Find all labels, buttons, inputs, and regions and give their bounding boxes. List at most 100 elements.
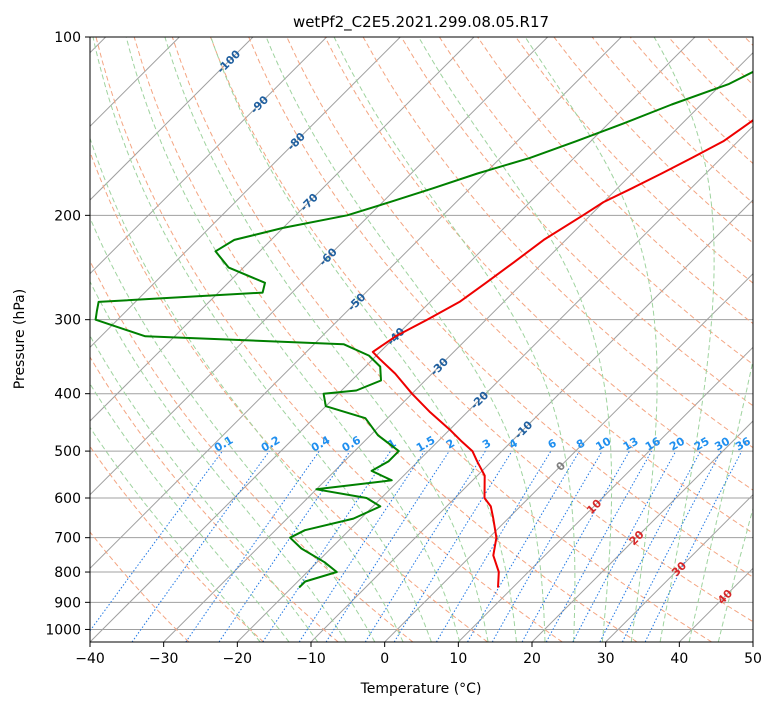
isotherm-line <box>678 567 753 642</box>
mixing-ratio-line <box>262 450 392 642</box>
dry-adiabat <box>668 37 753 125</box>
moist-adiabat <box>164 37 489 642</box>
dry-adiabat <box>591 37 753 204</box>
temperature-line <box>371 119 753 588</box>
mixing-ratio-line <box>131 450 270 642</box>
mixing-ratio-line <box>364 450 486 642</box>
dry-adiabat <box>90 259 414 642</box>
x-axis-label: Temperature (°C) <box>360 681 482 697</box>
moist-adiabat <box>90 280 347 642</box>
mixing-ratio-line <box>218 450 351 642</box>
y-tick-label: 500 <box>54 444 81 460</box>
mixing-ratio-line <box>572 450 677 642</box>
isotherm-line <box>310 199 753 642</box>
moist-adiabat <box>418 37 613 642</box>
isotherm-line <box>90 37 254 201</box>
dry-adiabat <box>515 37 753 284</box>
mixing-ratio-line <box>435 450 552 642</box>
moist-adiabat <box>688 358 753 642</box>
dry-adiabat <box>477 37 753 325</box>
moist-adiabat <box>717 506 753 642</box>
dry-adiabat <box>438 37 753 366</box>
y-tick-label: 800 <box>54 565 81 581</box>
isotherm-line <box>752 641 753 642</box>
dry-adiabat <box>248 37 753 578</box>
dry-adiabat <box>706 37 753 86</box>
x-tick-label: 40 <box>670 651 688 667</box>
isotherm-label: 10 <box>584 497 604 517</box>
isotherm-line <box>605 493 753 642</box>
mixing-ratio-line <box>90 450 223 632</box>
mixing-ratio-label: 2 <box>444 437 457 452</box>
plot-frame <box>89 36 754 643</box>
y-tick-label: 400 <box>54 387 81 403</box>
dry-adiabat <box>90 356 339 642</box>
isotherm-line <box>90 37 401 349</box>
isotherm-line <box>457 346 753 642</box>
mixing-ratio-line <box>599 450 701 642</box>
mixing-ratio-line <box>325 450 450 642</box>
moist-adiabat <box>524 37 658 642</box>
x-tick-label: 30 <box>597 651 615 667</box>
moist-adiabat <box>653 37 715 642</box>
x-tick-label: −10 <box>296 651 326 667</box>
dry-adiabat <box>362 37 753 449</box>
moist-adiabat <box>90 216 376 642</box>
dry-adiabat <box>90 150 488 642</box>
dewpoint-line <box>94 70 753 589</box>
mixing-ratio-label: 3 <box>480 437 493 452</box>
moist-adiabat <box>210 37 517 642</box>
isotherm-line <box>384 272 753 642</box>
moist-adiabat <box>92 37 432 642</box>
isotherm-line <box>90 37 328 275</box>
mixing-ratio-line <box>521 450 630 642</box>
moist-adiabat <box>265 37 546 642</box>
dry-adiabat <box>90 445 264 642</box>
dry-adiabat <box>171 37 712 642</box>
y-axis: 100 200 300 400 500 600 700 800 900 1000 <box>45 30 90 638</box>
dry-adiabat <box>133 37 638 642</box>
isotherm-line <box>236 125 753 642</box>
moist-adiabat <box>333 37 576 642</box>
isotherm-label: -70 <box>298 191 321 214</box>
x-tick-label: −30 <box>149 651 179 667</box>
mixing-ratio-line <box>621 450 722 642</box>
mixing-ratio-label: 8 <box>574 437 587 452</box>
mixing-ratio-line <box>644 450 743 642</box>
dry-adiabat <box>400 37 753 407</box>
y-tick-label: 1000 <box>45 622 81 638</box>
x-tick-label: −40 <box>75 651 105 667</box>
mixing-ratio-label: 6 <box>546 436 559 451</box>
mixing-ratio-line <box>298 450 425 642</box>
isotherm-line <box>90 37 622 570</box>
y-tick-label: 700 <box>54 531 81 547</box>
mixing-ratio-line <box>545 450 653 642</box>
x-tick-label: 0 <box>380 651 389 667</box>
dry-adiabat <box>744 37 753 47</box>
isotherm-label: -80 <box>285 130 308 153</box>
y-tick-label: 100 <box>54 30 81 46</box>
dry-adiabat <box>324 37 753 491</box>
x-axis: −40 −30 −20 −10 0 10 20 30 40 50 <box>75 642 762 667</box>
profile-series <box>94 70 753 589</box>
isotherm-label: -100 <box>215 47 244 76</box>
y-tick-label: 600 <box>54 491 81 507</box>
x-tick-label: 20 <box>523 651 541 667</box>
dry-adiabat <box>95 37 563 642</box>
moist-adiabat <box>90 136 404 642</box>
y-tick-label: 200 <box>54 208 81 224</box>
isotherm-line <box>90 37 475 422</box>
y-axis-label: Pressure (hPa) <box>12 289 28 389</box>
moist-adiabat <box>90 334 319 642</box>
isotherm-line <box>531 420 753 642</box>
chart-title: wetPf2_C2E5.2021.299.08.05.R17 <box>293 13 549 32</box>
dry-adiabat <box>90 531 190 642</box>
y-tick-label: 900 <box>54 595 81 611</box>
moist-adiabat <box>125 37 461 642</box>
x-tick-label: −20 <box>223 651 253 667</box>
x-tick-label: 50 <box>744 651 762 667</box>
dry-adiabat <box>210 37 753 623</box>
x-tick-label: 10 <box>449 651 467 667</box>
mixing-ratio-line <box>185 450 320 642</box>
